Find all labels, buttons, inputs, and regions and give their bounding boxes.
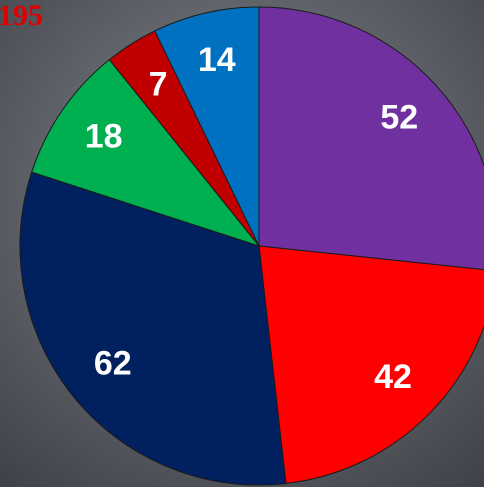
chart-title: 195 [0, 0, 43, 32]
data-label: 7 [149, 65, 168, 103]
data-label: 62 [94, 344, 132, 382]
data-label: 42 [374, 358, 412, 396]
chart: 52 42 62 18 7 14 195 [0, 0, 484, 487]
pie-slice [259, 246, 484, 483]
pie-slice [259, 7, 484, 271]
data-label: 18 [85, 118, 123, 156]
data-label: 52 [380, 99, 418, 137]
page: {"chart_data": {"type": "pie", "title": … [0, 0, 484, 487]
data-label: 14 [198, 41, 236, 79]
